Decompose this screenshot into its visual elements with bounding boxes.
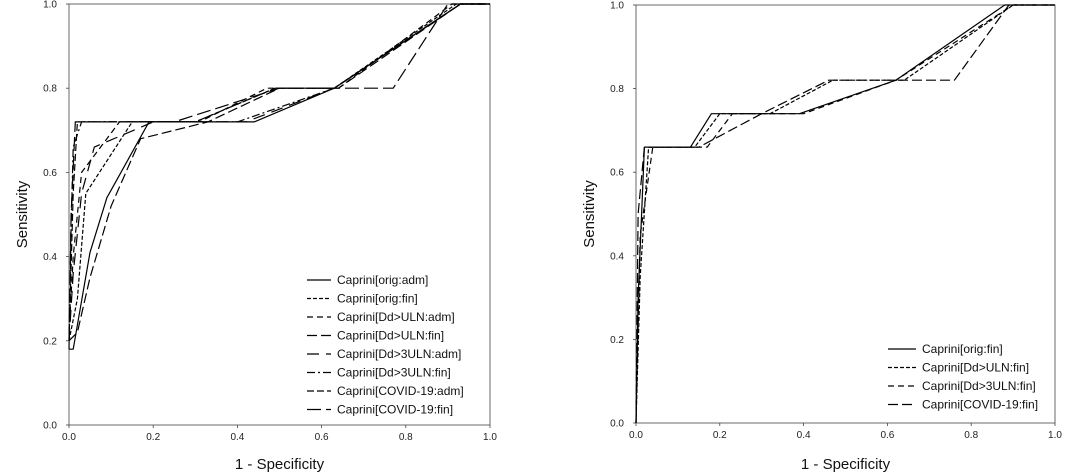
legend-label: Caprini[Dd>3ULN:fin] bbox=[337, 366, 451, 380]
plot-frame bbox=[635, 4, 1056, 424]
y-axis-label: Sensitivity bbox=[14, 180, 31, 248]
x-tick-label: 0.0 bbox=[62, 432, 76, 443]
x-tick-label: 0.0 bbox=[629, 430, 643, 441]
legend-box bbox=[303, 271, 475, 416]
y-tick-label: 0.2 bbox=[610, 335, 624, 346]
y-tick-label: 0.8 bbox=[43, 84, 57, 95]
y-tick-label: 0.6 bbox=[43, 168, 57, 179]
x-tick-label: 0.2 bbox=[146, 432, 160, 443]
left-roc-chart: 0.0 0.2 0.4 0.6 0.8 1.0 0.0 0.2 0.4 0.6 0.8 1.0 1 - … bbox=[14, 0, 497, 473]
x-tick-label: 0.6 bbox=[880, 430, 894, 441]
roc-curve-caprini-dd-3uln-fin- bbox=[635, 4, 1055, 424]
x-tick-label: 0.8 bbox=[964, 430, 978, 441]
x-tick-label: 1.0 bbox=[1048, 430, 1062, 441]
legend: Caprini[orig:adm] Caprini[orig:fin] Caprin… bbox=[303, 271, 475, 417]
legend-label: Caprini[orig:adm] bbox=[337, 273, 428, 287]
y-axis-label: Sensitivity bbox=[581, 180, 598, 248]
y-tick-label: 0.4 bbox=[43, 252, 57, 263]
x-axis-label: 1 - Specificity bbox=[235, 456, 325, 473]
legend-label: Caprini[Dd>ULN:fin] bbox=[922, 361, 1029, 375]
legend-label: Caprini[Dd>3ULN:adm] bbox=[337, 347, 461, 361]
y-tick-label: 0.2 bbox=[43, 336, 57, 347]
legend-label: Caprini[COVID-19:adm] bbox=[337, 384, 464, 398]
y-tick-label: 1.0 bbox=[43, 0, 57, 11]
roc-curve-caprini-dd-uln-fin- bbox=[68, 3, 490, 342]
roc-curve-caprini-covid-19-adm- bbox=[68, 3, 490, 341]
legend: Caprini[orig:fin] Caprini[Dd>ULN:fin] Capr… bbox=[884, 340, 1052, 418]
legend-label: Caprini[COVID-19:fin] bbox=[337, 403, 453, 417]
x-tick-label: 0.6 bbox=[315, 432, 329, 443]
x-tick-label: 1.0 bbox=[483, 432, 497, 443]
roc-curve-caprini-covid-19-fin- bbox=[68, 3, 490, 341]
x-tick-label: 0.2 bbox=[713, 430, 727, 441]
x-tick-label: 0.8 bbox=[399, 432, 413, 443]
roc-curve-caprini-covid-19-fin- bbox=[635, 4, 1055, 424]
x-axis-label: 1 - Specificity bbox=[801, 456, 891, 473]
y-tick-label: 0.8 bbox=[610, 84, 624, 95]
y-tick-label: 0.6 bbox=[610, 168, 624, 179]
y-tick-label: 0.0 bbox=[610, 419, 624, 430]
legend-label: Caprini[Dd>ULN:adm] bbox=[337, 310, 455, 324]
legend-label: Caprini[Dd>ULN:fin] bbox=[337, 329, 444, 343]
legend-label: Caprini[Dd>3ULN:fin] bbox=[922, 379, 1036, 393]
plot-frame bbox=[68, 3, 491, 426]
legend-label: Caprini[COVID-19:fin] bbox=[922, 398, 1038, 412]
y-tick-label: 1.0 bbox=[610, 1, 624, 12]
roc-curve-caprini-dd-uln-fin- bbox=[635, 4, 1055, 424]
y-tick-label: 0.4 bbox=[610, 251, 624, 262]
right-roc-chart: 0.0 0.2 0.4 0.6 0.8 1.0 0.0 0.2 0.4 0.6 0.8 1.0 1 - … bbox=[581, 1, 1062, 474]
legend-label: Caprini[orig:fin] bbox=[922, 342, 1003, 356]
x-tick-label: 0.4 bbox=[230, 432, 244, 443]
y-tick-label: 0.0 bbox=[43, 421, 57, 432]
legend-label: Caprini[orig:fin] bbox=[337, 292, 418, 306]
x-tick-label: 0.4 bbox=[797, 430, 811, 441]
